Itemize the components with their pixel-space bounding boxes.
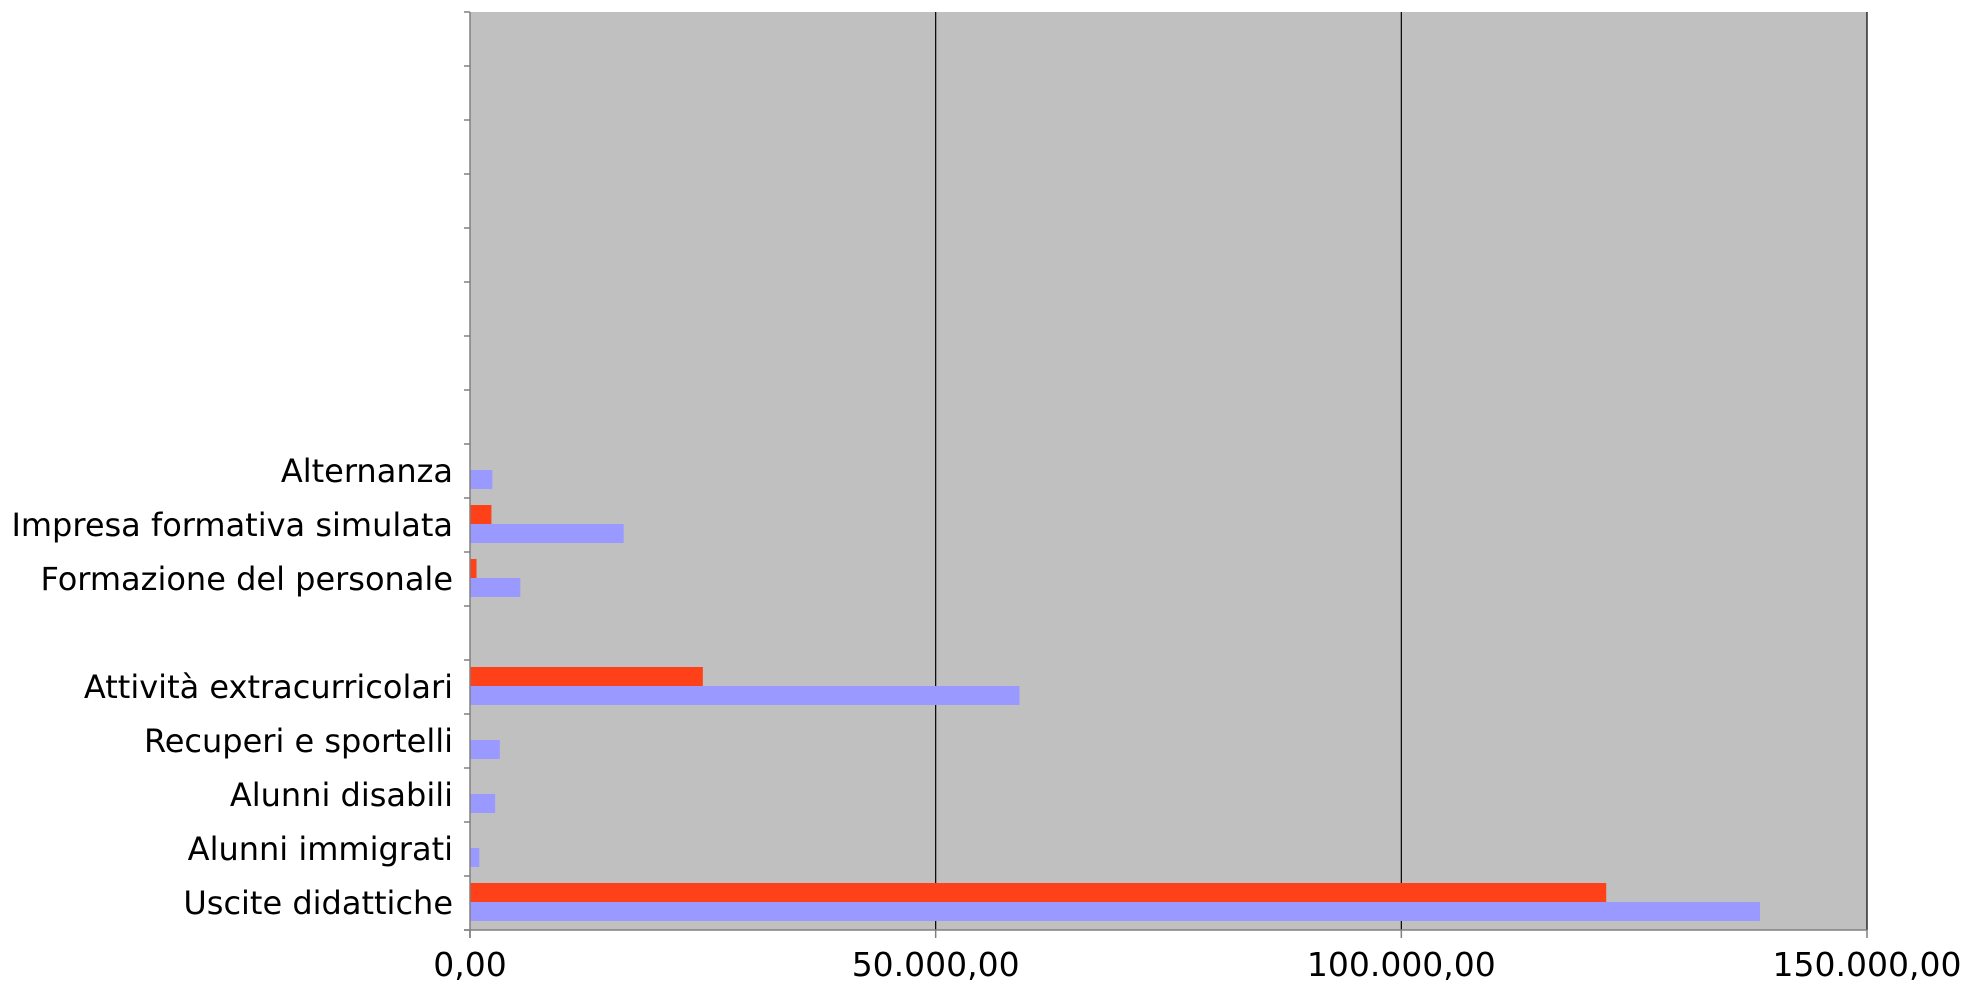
bar (470, 794, 496, 813)
category-label: Alunni disabili (230, 776, 453, 814)
x-tick-label: 0,00 (433, 945, 506, 984)
category-label: Uscite didattiche (183, 884, 453, 922)
x-tick-label: 150.000,00 (1773, 945, 1961, 984)
bar (470, 740, 500, 759)
bar (470, 902, 1760, 921)
category-labels: Uscite didattiche Alunni immigrati Alunni … (11, 452, 453, 922)
bar (470, 667, 703, 686)
bar (470, 505, 492, 524)
plot-area (470, 12, 1867, 930)
axes (464, 11, 1868, 938)
bar (470, 848, 480, 867)
bar (470, 883, 1607, 902)
x-tick-label: 100.000,00 (1307, 945, 1496, 984)
x-tick-labels: 0,00 50.000,00 100.000,00 150.000,00 (433, 945, 1961, 984)
bar (470, 559, 477, 578)
bars (470, 470, 1760, 921)
bar (470, 578, 521, 597)
bar (470, 470, 493, 489)
category-label: Alternanza (281, 452, 453, 490)
x-tick-label: 50.000,00 (852, 945, 1020, 984)
category-label: Alunni immigrati (188, 830, 453, 868)
bar (470, 686, 1020, 705)
category-label: Attività extracurricolari (84, 668, 453, 706)
category-label: Impresa formativa simulata (11, 506, 453, 544)
gridlines (935, 12, 1868, 930)
category-label: Formazione del personale (40, 560, 453, 598)
bar (470, 524, 624, 543)
category-label: Recuperi e sportelli (144, 722, 453, 760)
